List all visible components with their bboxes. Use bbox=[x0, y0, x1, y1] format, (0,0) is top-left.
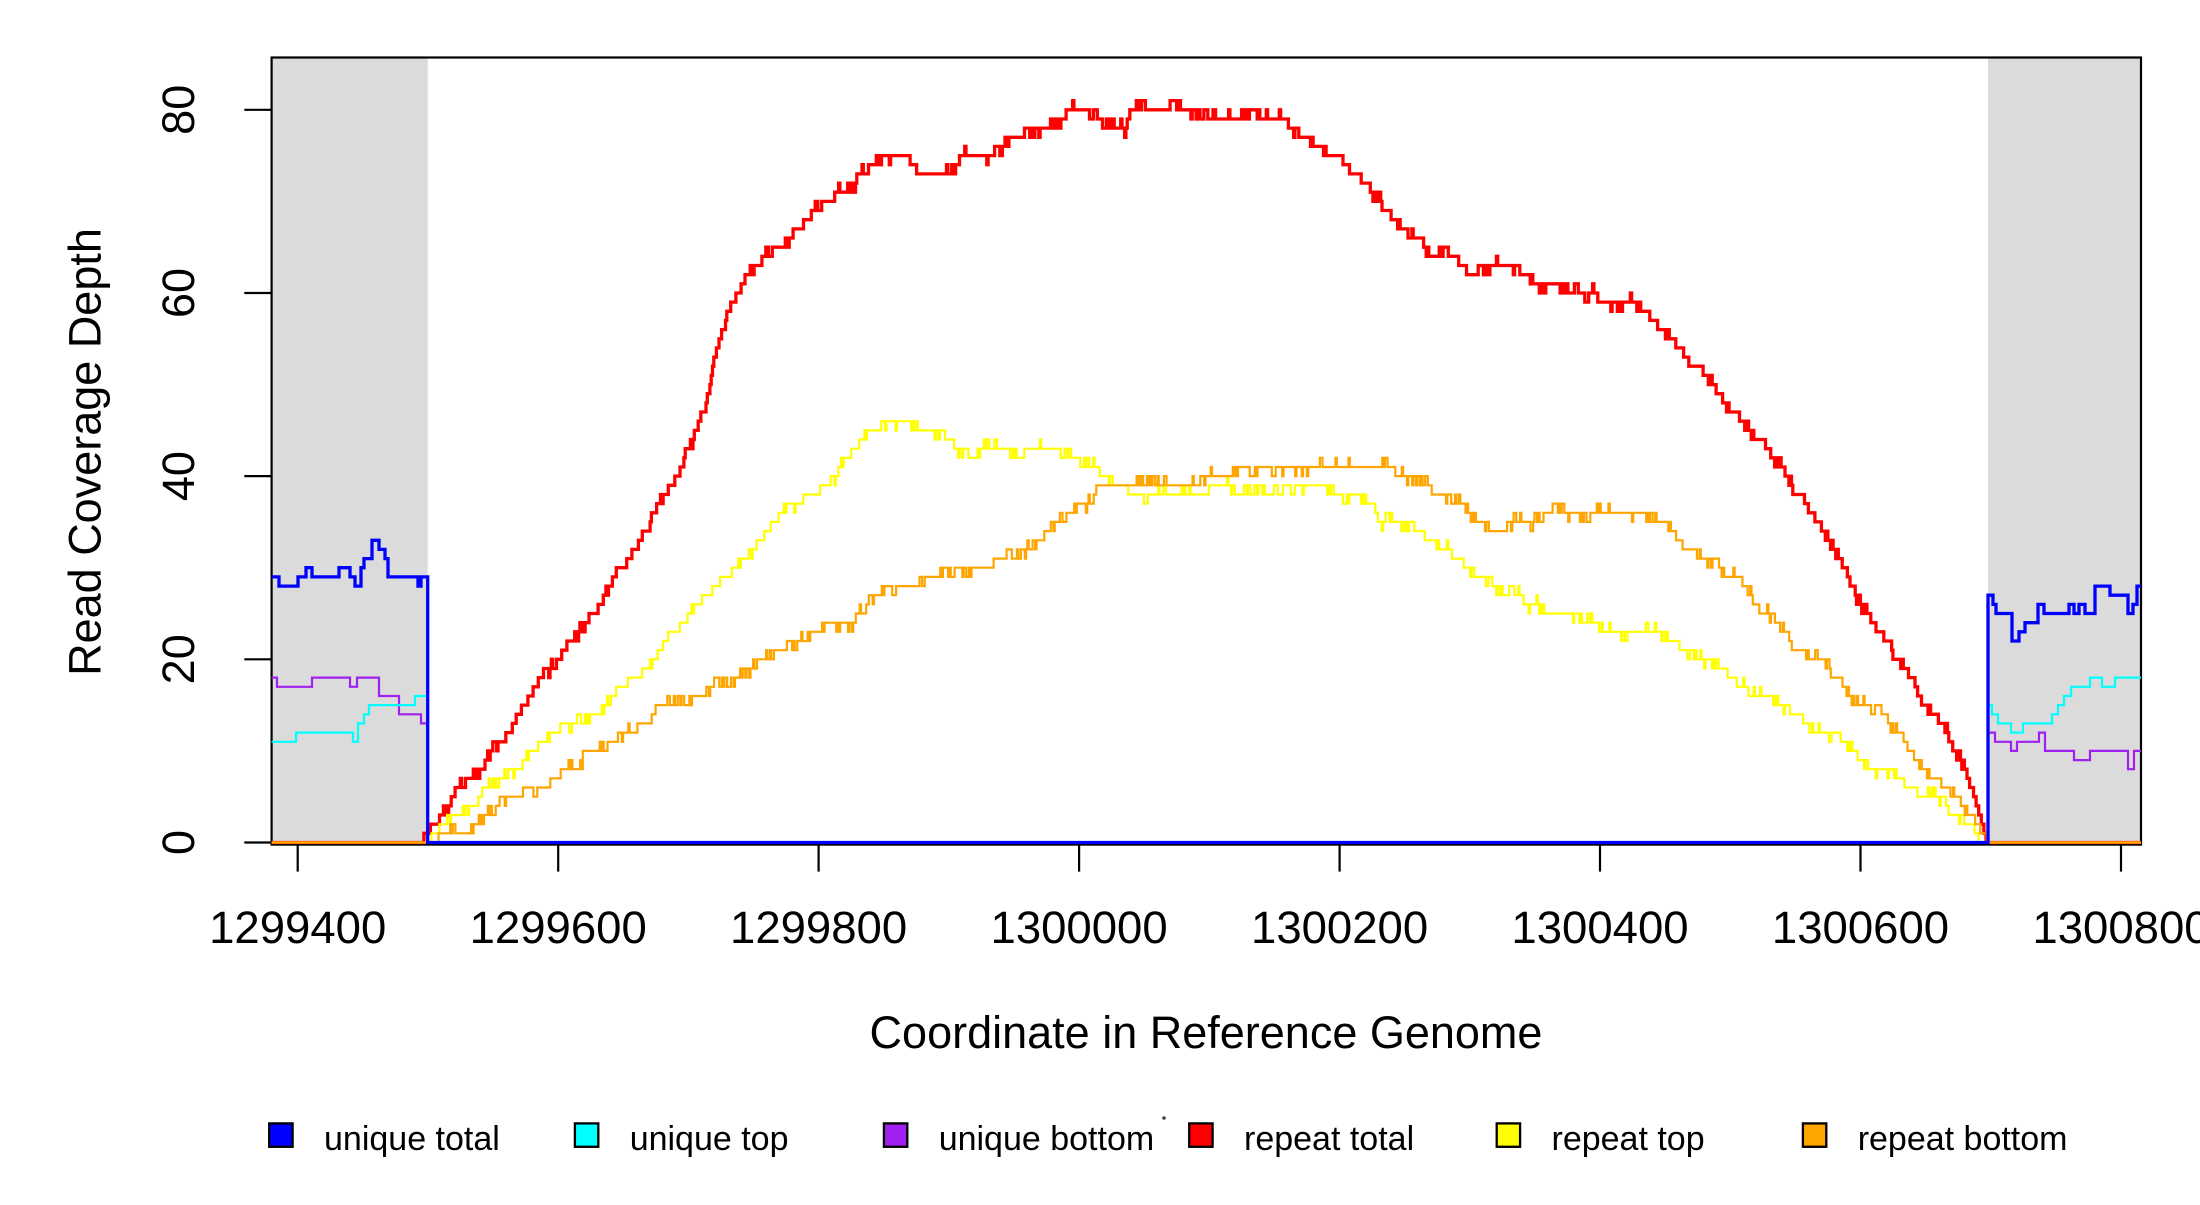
svg-text:1300000: 1300000 bbox=[991, 902, 1168, 953]
svg-text:1300200: 1300200 bbox=[1251, 902, 1428, 953]
svg-text:20: 20 bbox=[153, 634, 204, 684]
svg-text:unique total: unique total bbox=[324, 1120, 500, 1158]
svg-text:1300800: 1300800 bbox=[2032, 902, 2200, 953]
svg-text:1299600: 1299600 bbox=[470, 902, 647, 953]
svg-text:repeat top: repeat top bbox=[1552, 1120, 1705, 1158]
svg-text:0: 0 bbox=[153, 830, 204, 855]
svg-text:repeat bottom: repeat bottom bbox=[1858, 1120, 2068, 1158]
svg-text:1300600: 1300600 bbox=[1772, 902, 1949, 953]
svg-text:unique bottom: unique bottom bbox=[939, 1120, 1154, 1158]
svg-text:1299400: 1299400 bbox=[209, 902, 386, 953]
svg-text:80: 80 bbox=[153, 85, 204, 135]
svg-text:40: 40 bbox=[153, 451, 204, 501]
svg-text:Coordinate in Reference Genome: Coordinate in Reference Genome bbox=[870, 1007, 1543, 1058]
svg-text:repeat total: repeat total bbox=[1244, 1120, 1414, 1158]
svg-text:60: 60 bbox=[153, 268, 204, 318]
svg-text:1299800: 1299800 bbox=[730, 902, 907, 953]
svg-text:1300400: 1300400 bbox=[1511, 902, 1688, 953]
svg-text:unique top: unique top bbox=[630, 1120, 789, 1158]
svg-text:Read Coverage Depth: Read Coverage Depth bbox=[60, 228, 111, 676]
